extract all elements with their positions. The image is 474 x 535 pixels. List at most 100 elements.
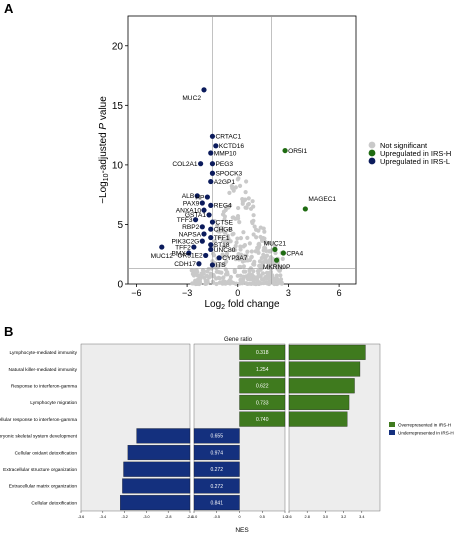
bar-7-inner [193,461,240,477]
category-label-1: Natural killer-mediated immunity [8,367,77,373]
not-significant-point [227,281,233,286]
gene-label-its: ITS [215,262,226,269]
nes-tick-label: 3.4 [359,515,364,519]
not-significant-point [275,277,280,283]
not-significant-point [245,235,250,240]
nes-tick-label: -3.4 [100,515,107,519]
not-significant-point [217,235,222,240]
bar-legend: Overrepresented in IRS-H Underrepresente… [389,422,454,436]
point-chgb [208,226,214,232]
not-significant-point [224,251,230,256]
point-cdh17 [196,261,202,267]
point-tff3 [192,217,199,223]
not-significant-point [251,269,256,274]
not-significant-point [228,274,234,280]
not-significant-point [252,224,257,229]
point-crtac1 [209,133,216,139]
point-spock3 [209,170,216,176]
not-significant-point [240,201,245,206]
not-significant-point [244,253,249,258]
not-significant-point [228,239,233,244]
panel-b-letter: B [4,324,13,339]
nes-tick-label: 3.2 [341,515,346,519]
not-significant-point [198,273,203,278]
gene-label-alb: ALB [182,193,195,200]
point-napsa [201,231,207,237]
not-significant-point [251,213,256,218]
not-significant-point [249,254,254,259]
point-reg4 [208,202,214,208]
not-significant-point [263,257,268,263]
gene-label-reg4: REG4 [214,203,232,210]
gene-label-muc12: MUC12 [151,253,174,260]
category-label-4: Cellular response to interferon-gamma [0,417,77,423]
not-significant-point [222,230,227,235]
not-significant-point [211,280,216,285]
not-significant-point [219,270,224,275]
not-significant-point [260,237,265,242]
gene-label-peg3: PEG3 [215,161,233,168]
not-significant-point [215,264,221,270]
not-significant-point [231,247,236,253]
not-significant-point [272,281,277,287]
not-significant-point [224,254,230,259]
volcano-legend: Not significant Upregulated in IRS-H Upr… [368,141,451,166]
point-muc21 [272,246,278,253]
legend-label-under: Underrepresented in IRS-H [398,431,454,436]
not-significant-point [215,223,220,228]
not-significant-point [278,273,283,278]
not-significant-point [250,199,255,204]
not-significant-point [237,281,242,286]
nes-tick-label: 3.0 [323,515,328,519]
not-significant-point [256,228,261,233]
y-tick-label: 10 [112,160,124,171]
not-significant-point [222,217,227,222]
legend-label-over: Overrepresented in IRS-H [398,423,451,428]
not-significant-point [253,281,259,287]
not-significant-point [234,240,239,245]
y-tick-label: 0 [117,280,123,291]
category-label-3: Lymphocyte migration [30,400,77,406]
legend-marker-not-significant [368,141,376,149]
gene-label-unc80: UNC80 [214,247,236,254]
bar-9-inner [193,495,240,511]
bar-9-outer [120,495,191,511]
not-significant-point [233,185,238,190]
point-a2gp1 [208,178,214,185]
not-significant-point [271,261,276,266]
not-significant-point [255,247,260,252]
legend-label-up-h: Upregulated in IRS-H [380,149,451,158]
not-significant-point [268,269,273,275]
gene-label-rbp2: RBP2 [182,224,200,231]
not-significant-point [208,271,213,276]
bar-1-inner [239,361,286,377]
bar-0-inner [239,344,286,360]
point-anxa10 [201,207,207,213]
gene-label-muc2: MUC2 [182,95,201,102]
gene-label-mkrn9p: MKRN9P [263,264,291,271]
bar-1-outer [288,361,361,377]
not-significant-point [227,190,232,195]
not-significant-point [237,183,243,189]
bar-0-outer [288,344,366,360]
not-significant-point [256,274,261,280]
y-tick-label: 20 [112,41,124,52]
not-significant-point [214,276,219,281]
bar-2-outer [288,378,355,394]
not-significant-point [260,271,266,276]
gene-label-anxa10: ANXA10 [176,207,202,214]
legend-marker-up-h [368,149,376,157]
bar-4-inner [239,411,286,427]
gene-label-cyp3a7: CYP3A7 [222,255,248,262]
gene-label-ctse: CTSE [215,219,233,226]
point-col2a1 [198,161,204,167]
point-pik3c2g [199,238,205,244]
not-significant-point [245,249,250,254]
bar-6-outer [127,445,191,461]
legend-label-up-l: Upregulated in IRS-L [380,157,450,166]
not-significant-point [211,253,217,258]
nes-tick-label: 2.6 [286,515,291,519]
not-significant-point [277,268,282,273]
